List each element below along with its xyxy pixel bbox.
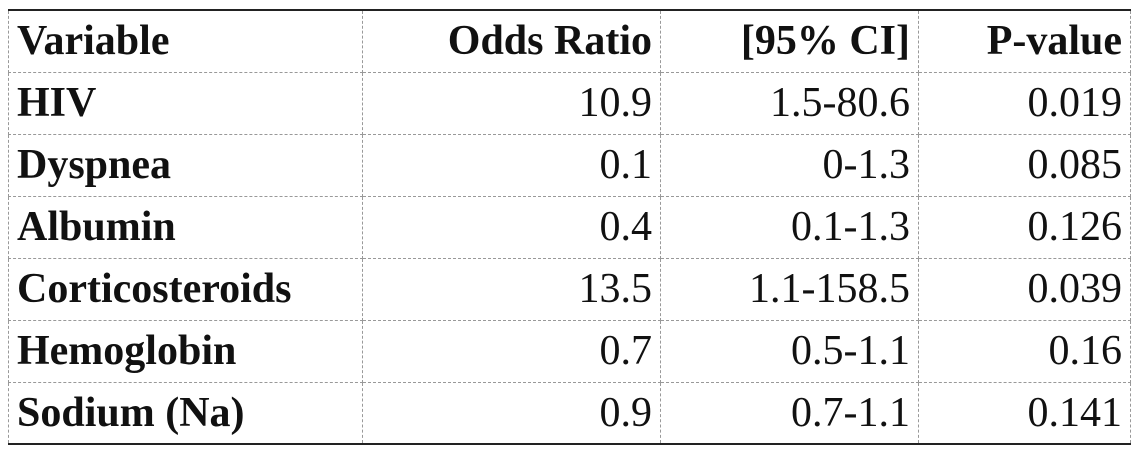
variable-cell: Hemoglobin (8, 319, 363, 383)
value-cell: 0.141 (918, 381, 1131, 445)
value-cell: 0.5-1.1 (660, 319, 919, 383)
value-cell: 0-1.3 (660, 133, 919, 197)
table-row: Sodium (Na) 0.9 0.7-1.1 0.141 (8, 381, 1131, 445)
table-row: Dyspnea 0.1 0-1.3 0.085 (8, 133, 1131, 197)
value-cell: 0.4 (362, 195, 661, 259)
value-cell: 1.1-158.5 (660, 257, 919, 321)
variable-cell: Sodium (Na) (8, 381, 363, 445)
value-cell: 0.039 (918, 257, 1131, 321)
value-cell: 0.126 (918, 195, 1131, 259)
table-row: Albumin 0.4 0.1-1.3 0.126 (8, 195, 1131, 259)
header-cell: Variable (8, 9, 363, 73)
header-cell: P-value (918, 9, 1131, 73)
variable-cell: Albumin (8, 195, 363, 259)
table-wrap: Variable Odds Ratio [95% CI] P-value HIV 10.… (8, 9, 1131, 445)
table-row: HIV 10.9 1.5-80.6 0.019 (8, 71, 1131, 135)
header-cell: [95% CI] (660, 9, 919, 73)
results-table: Variable Odds Ratio [95% CI] P-value HIV 10.… (8, 9, 1131, 445)
value-cell: 0.085 (918, 133, 1131, 197)
value-cell: 0.019 (918, 71, 1131, 135)
value-cell: 13.5 (362, 257, 661, 321)
variable-cell: Dyspnea (8, 133, 363, 197)
variable-cell: HIV (8, 71, 363, 135)
table-body: HIV 10.9 1.5-80.6 0.019 Dyspnea 0.1 0-1.3 0.085… (8, 71, 1131, 445)
value-cell: 0.9 (362, 381, 661, 445)
value-cell: 0.16 (918, 319, 1131, 383)
header-row: Variable Odds Ratio [95% CI] P-value (8, 9, 1131, 73)
table-row: Hemoglobin 0.7 0.5-1.1 0.16 (8, 319, 1131, 383)
value-cell: 0.1-1.3 (660, 195, 919, 259)
value-cell: 0.1 (362, 133, 661, 197)
table-row: Corticosteroids 13.5 1.1-158.5 0.039 (8, 257, 1131, 321)
variable-cell: Corticosteroids (8, 257, 363, 321)
value-cell: 1.5-80.6 (660, 71, 919, 135)
header-cell: Odds Ratio (362, 9, 661, 73)
value-cell: 0.7 (362, 319, 661, 383)
value-cell: 10.9 (362, 71, 661, 135)
value-cell: 0.7-1.1 (660, 381, 919, 445)
